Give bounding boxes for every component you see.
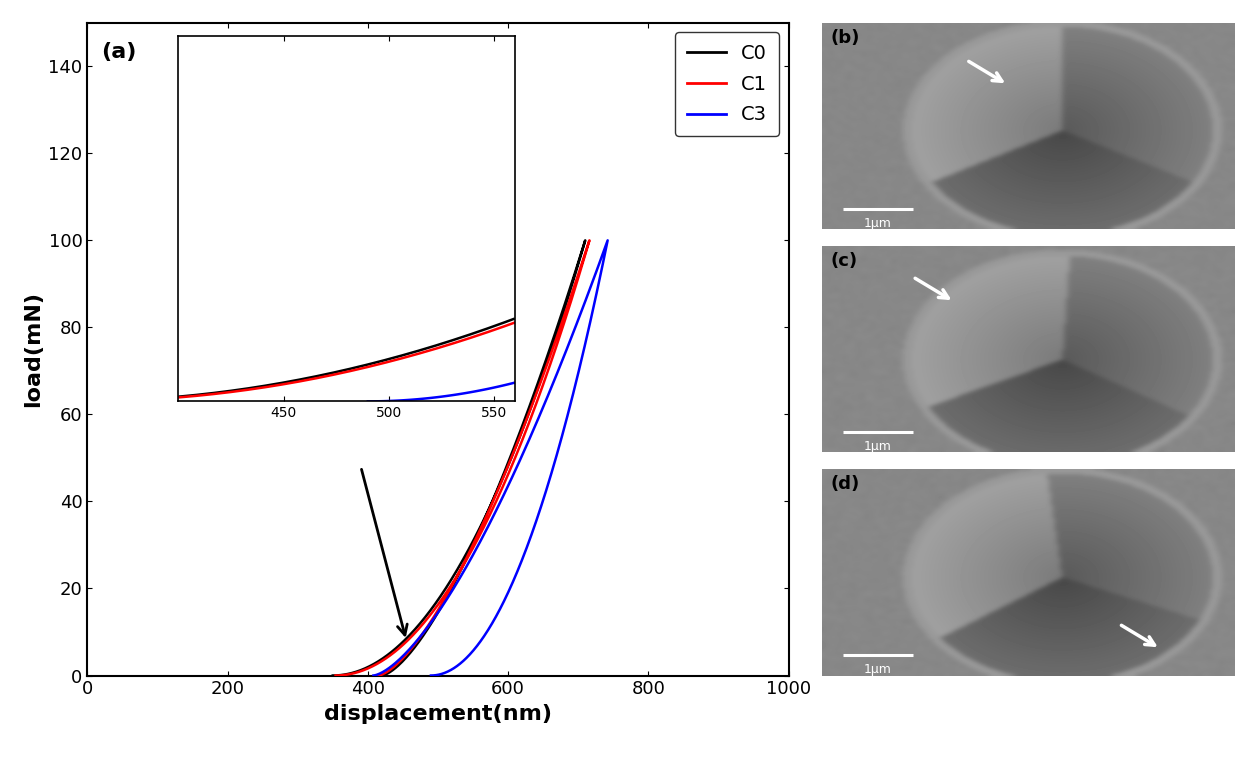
- Text: 1μm: 1μm: [864, 217, 892, 230]
- Text: (d): (d): [831, 475, 859, 493]
- Text: 1μm: 1μm: [864, 663, 892, 676]
- Y-axis label: load(mN): load(mN): [22, 291, 42, 407]
- Legend: C0, C1, C3: C0, C1, C3: [675, 33, 779, 136]
- Text: (a): (a): [101, 43, 137, 62]
- X-axis label: displacement(nm): displacement(nm): [324, 704, 552, 724]
- Text: 1μm: 1μm: [864, 440, 892, 453]
- Text: (b): (b): [831, 29, 859, 47]
- Text: (c): (c): [831, 252, 858, 270]
